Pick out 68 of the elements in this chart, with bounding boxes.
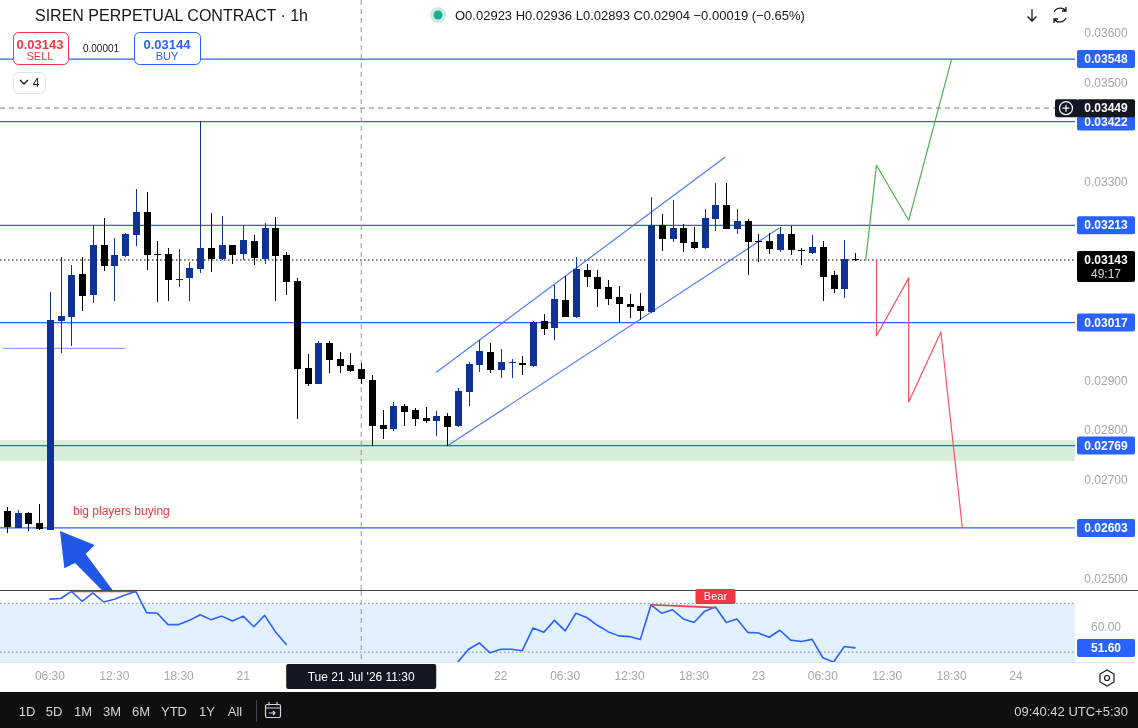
annotation: 60.00 bbox=[1090, 620, 1122, 635]
candlestick bbox=[196, 121, 205, 273]
y-tick-label: 0.03600 bbox=[1084, 26, 1129, 41]
text: 1M bbox=[73, 703, 93, 719]
annotation: 4 bbox=[32, 76, 40, 91]
x-tick-label: 06:30 bbox=[550, 669, 581, 684]
text: 1Y bbox=[199, 703, 216, 719]
x-tick-label: 24 bbox=[1009, 669, 1024, 684]
candlestick bbox=[518, 356, 527, 376]
y-tick-label: 0.03500 bbox=[1084, 76, 1129, 91]
ref-line-label: 0.03213 bbox=[1084, 218, 1129, 233]
ref-line-label: 0.03017 bbox=[1084, 315, 1129, 330]
annotation: 49:17 bbox=[1090, 267, 1122, 282]
text: O0.02923 H0.02936 L0.02893 C0.02904 −0.00019 (−0.65%) bbox=[455, 7, 805, 23]
line-series bbox=[875, 259, 963, 529]
annotation: 0.03143 bbox=[16, 36, 64, 52]
x-tick-label: 18:30 bbox=[936, 669, 967, 684]
annotation: SELL bbox=[26, 49, 54, 62]
ref-line-label: 0.02603 bbox=[1084, 521, 1129, 536]
candlestick bbox=[175, 249, 184, 288]
collapse-button: 4 bbox=[13, 72, 46, 94]
candlestick bbox=[615, 286, 624, 324]
text: YTD bbox=[161, 703, 187, 719]
ref-line-label: 0.03449 bbox=[1084, 101, 1129, 116]
annotation: BUY bbox=[155, 49, 179, 62]
x-tick-label: 18:30 bbox=[678, 669, 710, 684]
x-tick-label: 21 bbox=[236, 669, 251, 684]
candlestick bbox=[508, 359, 517, 379]
x-tick-label: 22 bbox=[494, 669, 508, 684]
ref-line-label: 0.02769 bbox=[1084, 438, 1129, 453]
candlestick bbox=[636, 293, 645, 321]
annotation: 51.60 bbox=[1090, 641, 1122, 656]
line-series bbox=[865, 58, 953, 261]
x-tick-label: 12:30 bbox=[872, 669, 903, 684]
chart-title: SIREN PERPETUAL CONTRACT · 1h bbox=[35, 6, 308, 24]
annotation: Bear bbox=[703, 590, 728, 603]
text: 3M bbox=[102, 703, 122, 719]
ref-line-label: Tue 21 Jul '26 11:30 bbox=[307, 669, 416, 684]
annotation: big players buying bbox=[73, 504, 170, 519]
annotation: 0.00001 bbox=[82, 42, 120, 54]
text: 09:40:42 UTC+5:30 bbox=[1014, 703, 1128, 719]
text: All bbox=[227, 703, 243, 719]
x-tick-label: 18:30 bbox=[163, 669, 195, 684]
candlestick bbox=[379, 410, 388, 440]
annotation: 0.03144 bbox=[143, 36, 192, 52]
candlestick bbox=[357, 362, 366, 385]
text: 6M bbox=[131, 703, 151, 719]
y-tick-label: 0.02700 bbox=[1084, 473, 1129, 488]
buy-button: 0.03144 BUY bbox=[134, 32, 201, 65]
candlestick bbox=[626, 294, 635, 319]
y-tick-label: 0.02900 bbox=[1084, 373, 1129, 388]
candlestick bbox=[57, 257, 66, 354]
x-tick-label: 06:30 bbox=[34, 669, 66, 684]
y-tick-label: 0.02800 bbox=[1084, 423, 1129, 438]
ref-line-label: 0.03548 bbox=[1084, 52, 1129, 67]
y-tick-label: 0.02500 bbox=[1084, 572, 1129, 587]
y-tick-label: 0.03300 bbox=[1084, 175, 1129, 190]
sell-button: 0.03143 SELL bbox=[13, 32, 69, 65]
x-tick-label: 12:30 bbox=[99, 669, 130, 684]
x-tick-label: 06:30 bbox=[807, 669, 839, 684]
candlestick bbox=[110, 238, 119, 302]
x-tick-label: 23 bbox=[751, 669, 766, 684]
ref-line-label: 0.03422 bbox=[1084, 114, 1129, 129]
candlestick bbox=[35, 504, 44, 530]
text: 5D bbox=[45, 703, 63, 719]
x-tick-label: 12:30 bbox=[614, 669, 645, 684]
ref-line-label: 0.03143 bbox=[1084, 253, 1129, 268]
text: 1D bbox=[18, 703, 36, 719]
